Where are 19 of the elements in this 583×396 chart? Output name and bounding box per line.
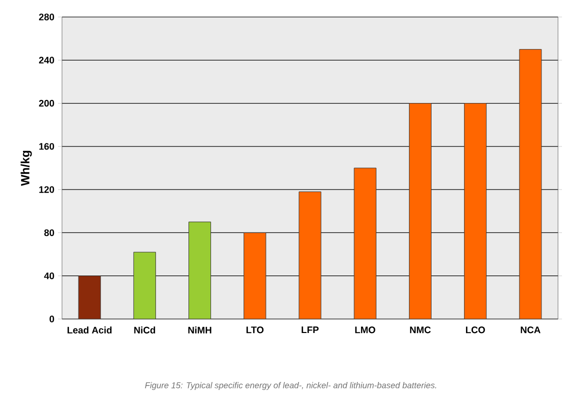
x-tick-label: NiCd <box>134 326 156 334</box>
y-tick-label: 120 <box>39 186 54 193</box>
x-tick-label: LMO <box>355 326 376 334</box>
y-axis-title: Wh/kg <box>20 150 32 186</box>
x-tick-label: LFP <box>302 326 319 334</box>
y-tick-label: 240 <box>39 56 54 64</box>
x-tick-label: NCA <box>520 326 540 334</box>
y-tick-label: 160 <box>39 143 54 150</box>
y-tick-label: 280 <box>39 14 54 20</box>
x-tick-label: NiMH <box>188 326 212 334</box>
y-tick-label: 80 <box>44 229 54 236</box>
x-tick-label: LTO <box>246 326 264 334</box>
y-tick-label: 200 <box>39 100 54 107</box>
x-tick-label: NMC <box>410 326 431 334</box>
x-tick-label: Lead Acid <box>68 326 112 334</box>
y-tick-label: 0 <box>50 316 54 322</box>
caption: Figure 15: Typical specific energy of lead-, nickel- and lithium-based batteries. <box>145 382 436 390</box>
y-tick-label: 40 <box>44 272 54 280</box>
x-tick-label: LCO <box>466 326 485 334</box>
